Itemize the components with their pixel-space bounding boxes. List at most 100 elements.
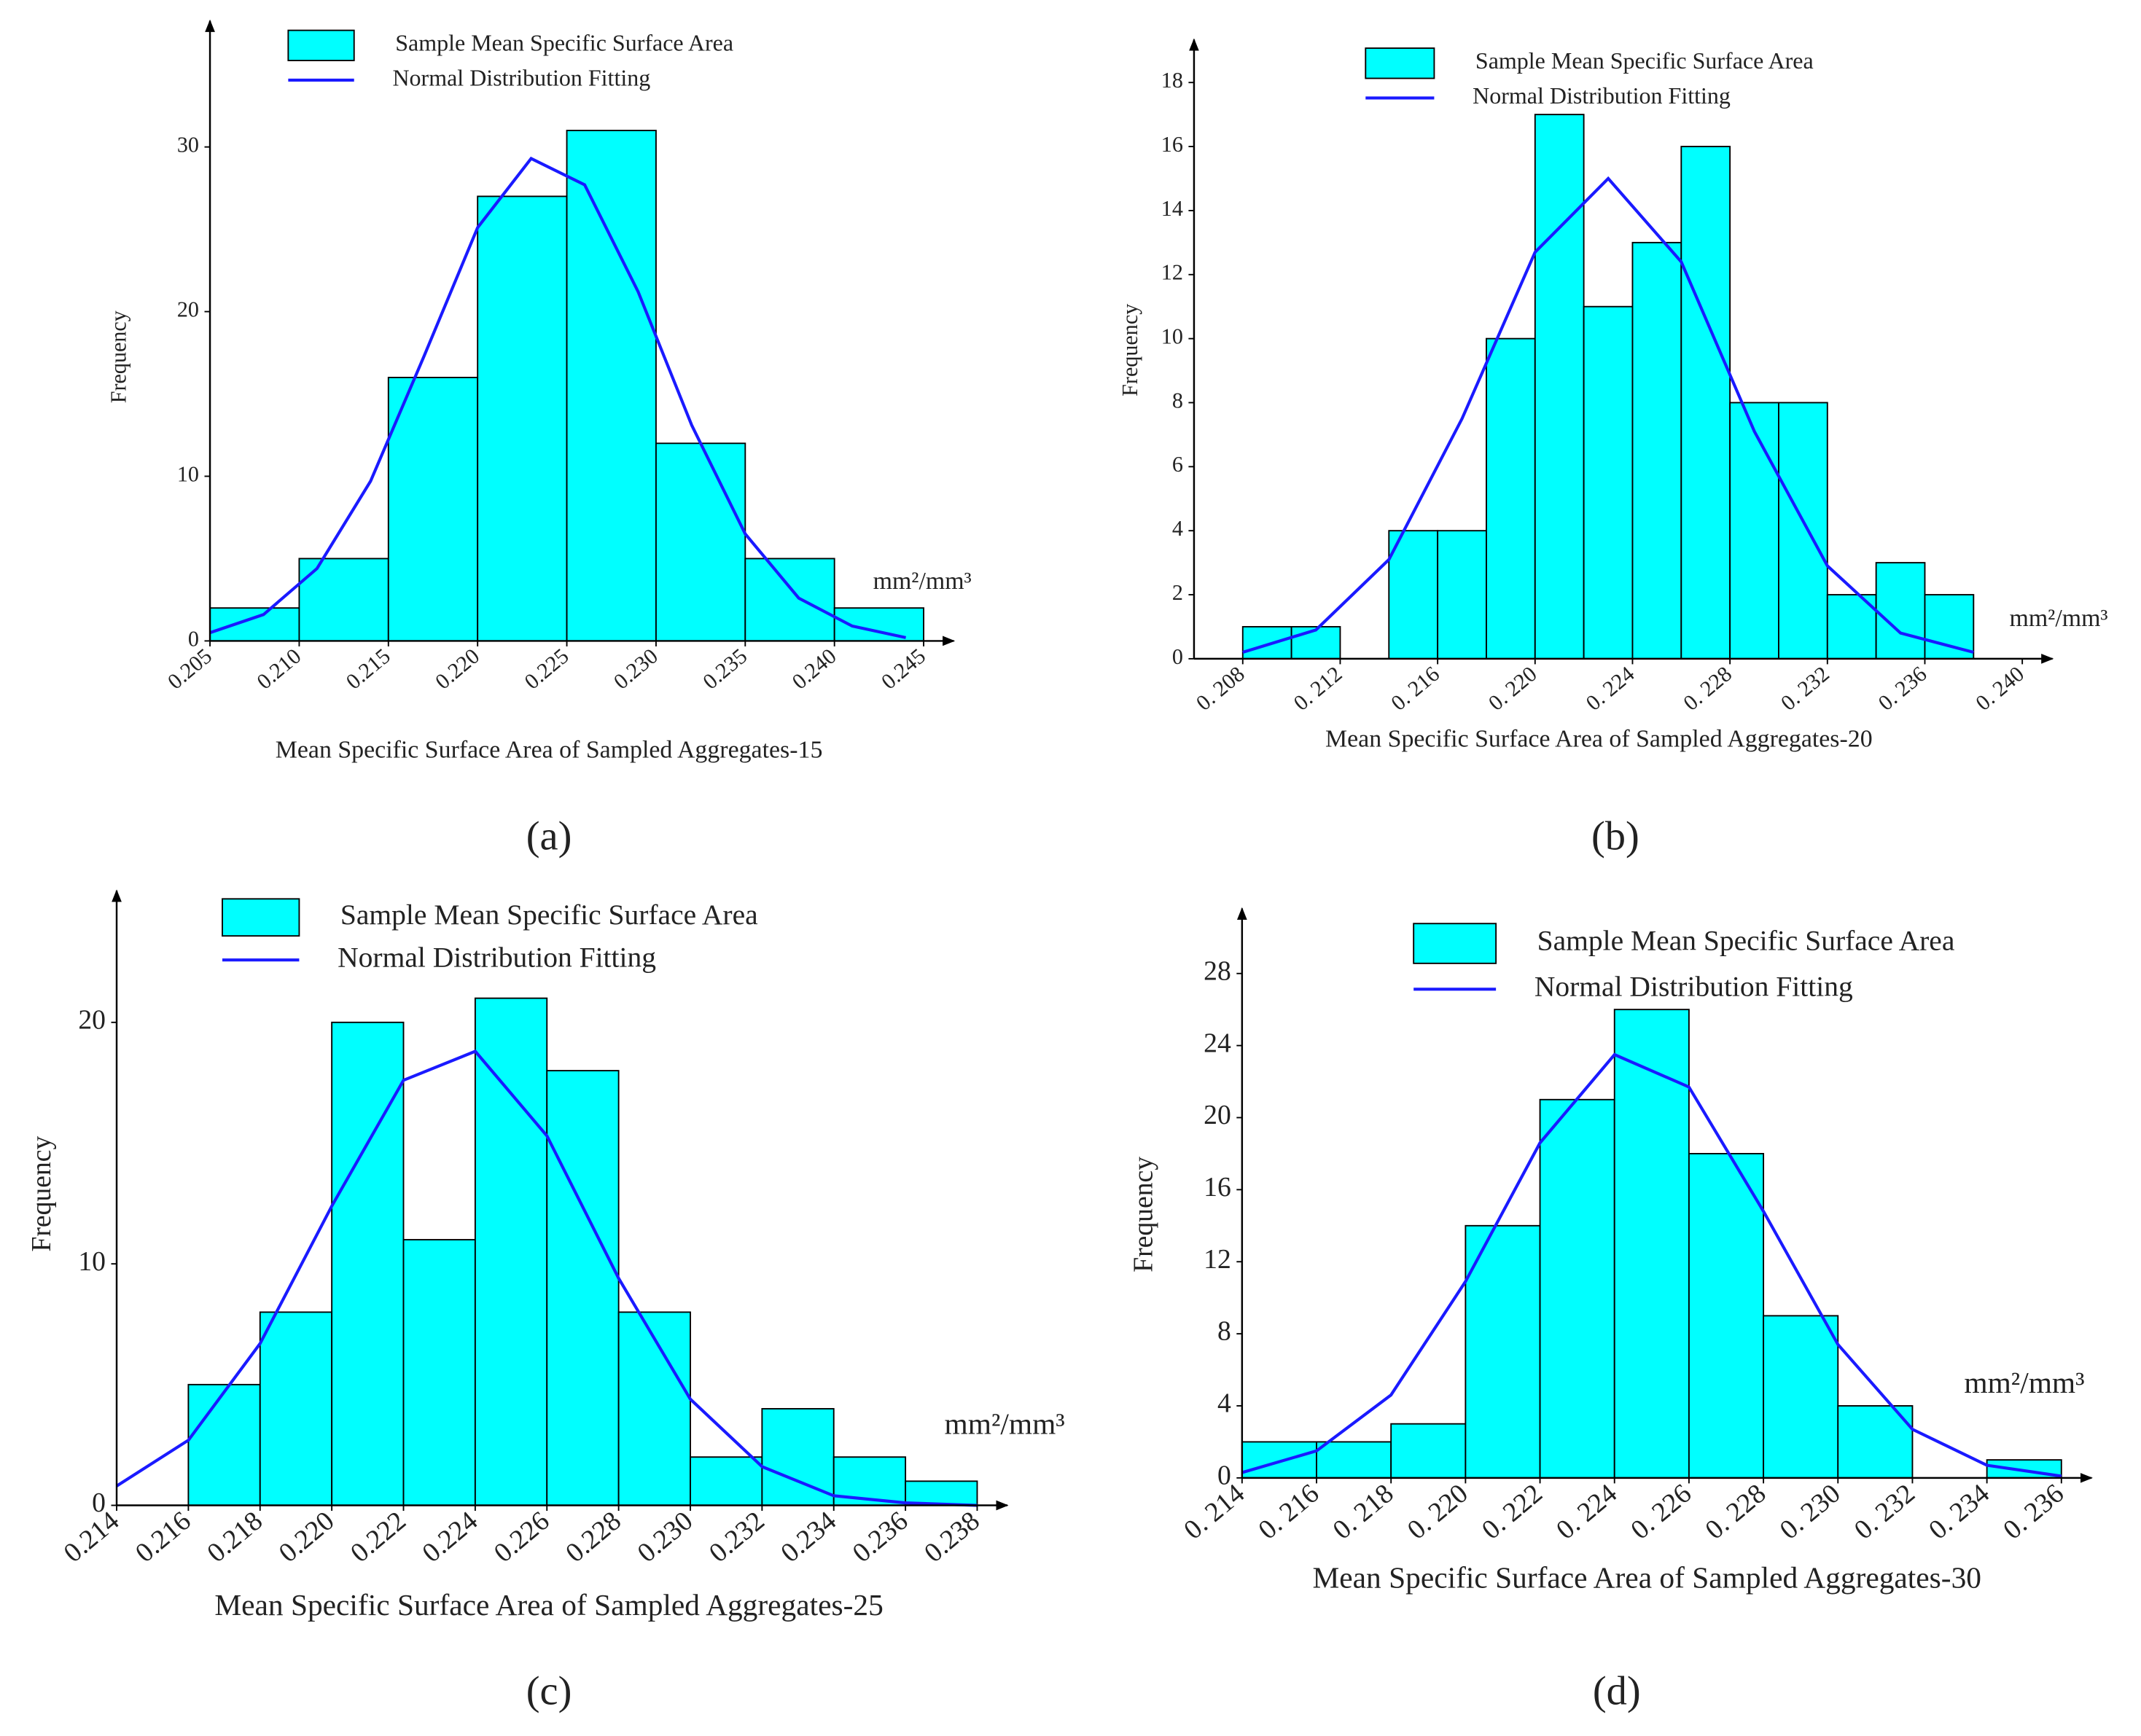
y-tick-label: 18 [1161, 68, 1183, 93]
unit-label: mm²/mm³ [1964, 1366, 2084, 1399]
bar [331, 1021, 405, 1506]
x-tick-label: 0. 236 [1873, 661, 1932, 715]
y-tick-label: 2 [1172, 580, 1183, 605]
x-tick-label: 0.235 [698, 644, 752, 695]
bar [259, 1311, 333, 1506]
x-tick-label: 0.230 [609, 644, 663, 695]
y-tick-label: 6 [1172, 452, 1183, 477]
x-tick-label: 0.245 [876, 644, 930, 695]
y-tick-label: 20 [1204, 1100, 1231, 1130]
x-tick-label: 0. 216 [1252, 1478, 1325, 1546]
bar [566, 130, 657, 642]
y-tick-label: 0 [188, 626, 199, 651]
y-tick-label: 0 [1217, 1460, 1231, 1490]
x-tick-label: 0. 226 [1625, 1478, 1697, 1546]
bar [690, 1456, 763, 1506]
bar [1778, 402, 1828, 660]
unit-label: mm²/mm³ [873, 568, 972, 595]
x-axis-label: Mean Specific Surface Area of Sampled Ag… [214, 1588, 884, 1622]
x-tick-label: 0.230 [631, 1506, 698, 1569]
x-tick-label: 0. 236 [1997, 1478, 2070, 1546]
bar [905, 1480, 978, 1506]
x-tick-label: 0.220 [273, 1506, 340, 1569]
unit-label: mm²/mm³ [2009, 605, 2107, 632]
y-axis-label: Frequency [26, 1136, 57, 1252]
bar [1241, 626, 1292, 660]
bar [402, 1239, 476, 1506]
bar [1241, 1441, 1317, 1479]
bar [1316, 1441, 1392, 1479]
legend-label: Normal Distribution Fitting [1473, 82, 1731, 109]
legend-label: Sample Mean Specific Surface Area [340, 899, 758, 931]
bar [546, 1070, 620, 1506]
x-tick-label: 0.236 [847, 1506, 914, 1569]
bar [1539, 1098, 1615, 1479]
x-tick-label: 0. 216 [1387, 661, 1445, 715]
y-tick-label: 0 [92, 1487, 106, 1518]
x-tick-label: 0. 220 [1483, 661, 1542, 715]
bar [617, 1311, 691, 1506]
fit-curve [1242, 176, 1974, 654]
bar [209, 607, 300, 642]
bar [1729, 402, 1779, 660]
x-tick-label: 0.222 [345, 1506, 412, 1569]
x-tick-label: 0. 228 [1679, 661, 1737, 715]
bar [474, 997, 548, 1506]
x-tick-label: 0. 224 [1551, 1478, 1623, 1546]
bar [1837, 1405, 1914, 1479]
legend-label: Normal Distribution Fitting [338, 941, 656, 973]
bar [1437, 530, 1487, 660]
bar [1583, 305, 1634, 660]
fit-curve [115, 1049, 978, 1507]
x-tick-label: 0.210 [252, 644, 306, 695]
bar [187, 1383, 261, 1506]
y-tick-label: 16 [1161, 132, 1183, 157]
x-tick-label: 0.234 [775, 1506, 842, 1569]
bar [1875, 562, 1926, 660]
y-tick-label: 10 [1161, 324, 1183, 349]
x-tick-label: 0. 220 [1402, 1478, 1474, 1546]
legend-label: Sample Mean Specific Surface Area [395, 30, 733, 56]
panel-label: (c) [526, 1668, 572, 1713]
y-tick-label: 28 [1204, 955, 1231, 986]
fit-curve [1241, 1052, 2062, 1478]
x-tick-label: 0.215 [341, 644, 395, 695]
y-tick-label: 16 [1204, 1172, 1231, 1203]
y-axis-label: Frequency [106, 310, 131, 403]
x-tick-label: 0. 232 [1849, 1478, 1921, 1546]
x-tick-label: 0. 234 [1923, 1478, 1995, 1546]
x-axis-label: Mean Specific Surface Area of Sampled Ag… [1325, 726, 1873, 753]
x-tick-label: 0.220 [430, 644, 484, 695]
bar [1290, 626, 1341, 660]
x-tick-label: 0.225 [520, 644, 574, 695]
bar [1763, 1315, 1839, 1479]
bar [744, 558, 835, 642]
panel-label: (b) [1591, 813, 1639, 859]
x-tick-label: 0. 222 [1476, 1478, 1548, 1546]
y-tick-label: 8 [1172, 388, 1183, 413]
legend-swatch [222, 898, 300, 937]
y-tick-label: 12 [1161, 260, 1183, 285]
bar [1826, 594, 1877, 660]
y-tick-label: 30 [177, 133, 199, 157]
legend-label: Normal Distribution Fitting [392, 64, 650, 90]
x-tick-label: 0. 208 [1191, 661, 1249, 715]
x-tick-label: 0.216 [130, 1506, 197, 1569]
bar [1631, 241, 1682, 660]
x-tick-label: 0.240 [787, 644, 841, 695]
x-tick-label: 0. 228 [1699, 1478, 1771, 1546]
x-tick-label: 0. 212 [1289, 661, 1347, 715]
bar [1390, 1423, 1467, 1479]
y-tick-label: 20 [177, 297, 199, 321]
legend-swatch [1413, 923, 1497, 964]
legend-label: Sample Mean Specific Surface Area [1475, 47, 1814, 74]
y-tick-label: 4 [1172, 516, 1183, 541]
x-tick-label: 0. 240 [1971, 661, 2029, 715]
x-axis-label: Mean Specific Surface Area of Sampled Ag… [276, 737, 823, 764]
y-tick-label: 4 [1217, 1388, 1231, 1419]
x-tick-label: 0.224 [416, 1506, 483, 1569]
panel-label: (a) [526, 813, 572, 859]
x-tick-label: 0.228 [560, 1506, 627, 1569]
x-tick-label: 0. 218 [1327, 1478, 1399, 1546]
